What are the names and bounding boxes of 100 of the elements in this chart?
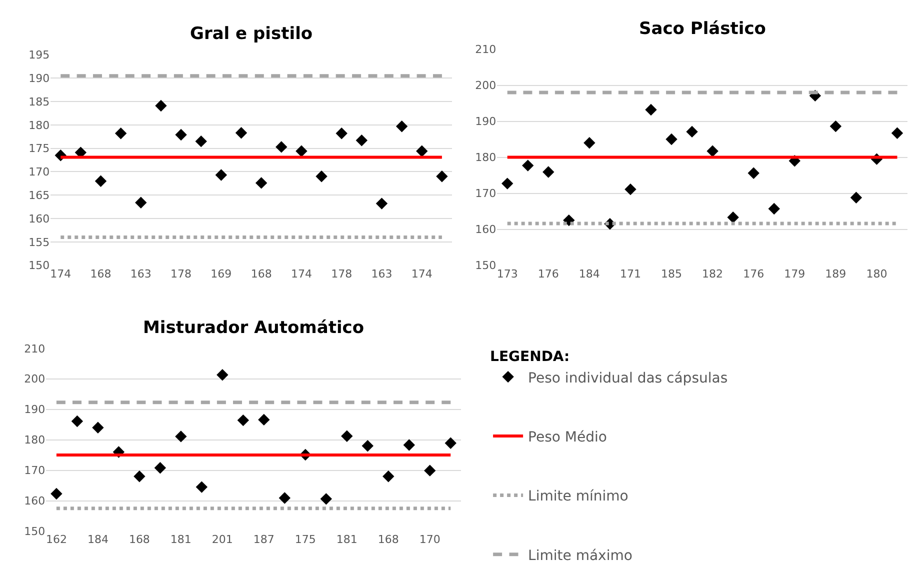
y-tick-label: 180 <box>475 151 496 164</box>
x-tick-label: 178 <box>331 267 352 280</box>
point <box>444 437 456 450</box>
point <box>71 415 84 428</box>
legend-label: Peso Médio <box>528 429 607 446</box>
point <box>748 167 760 179</box>
legend-title: LEGENDA: <box>490 349 570 366</box>
x-tick-label: 187 <box>253 533 274 546</box>
y-tick-label: 210 <box>475 43 496 56</box>
point <box>155 100 167 112</box>
point <box>563 214 575 226</box>
point <box>376 198 388 210</box>
x-tick-label: 173 <box>496 267 518 280</box>
y-tick-label: 185 <box>28 95 50 108</box>
point <box>175 128 187 141</box>
x-tick-label: 175 <box>294 533 316 546</box>
y-tick-label: 150 <box>28 259 50 272</box>
point <box>196 481 208 493</box>
x-tick-label: 163 <box>130 267 152 280</box>
point <box>216 369 228 381</box>
point <box>114 128 127 140</box>
legend-label: Limite mínimo <box>528 488 628 505</box>
point <box>258 414 270 426</box>
y-tick-label: 160 <box>475 223 496 236</box>
point <box>362 440 374 452</box>
point <box>396 120 408 132</box>
point <box>666 133 678 146</box>
y-tick-label: 150 <box>475 259 496 272</box>
point <box>316 170 328 182</box>
chart-title: Saco Plástico <box>639 19 766 39</box>
point <box>436 170 448 182</box>
point <box>276 141 288 153</box>
point <box>645 104 657 116</box>
point <box>255 177 268 189</box>
y-tick-label: 190 <box>24 403 46 416</box>
point <box>94 175 107 187</box>
y-tick-label: 165 <box>28 188 50 202</box>
point <box>92 422 104 434</box>
point <box>416 145 428 157</box>
x-tick-label: 184 <box>87 533 108 546</box>
point <box>850 192 862 204</box>
y-tick-label: 160 <box>24 494 46 508</box>
point <box>154 462 166 474</box>
x-tick-label: 178 <box>170 267 192 280</box>
y-tick-label: 180 <box>28 118 50 132</box>
x-tick-label: 176 <box>743 267 764 280</box>
x-tick-label: 185 <box>661 267 682 280</box>
point <box>341 430 353 442</box>
point <box>584 137 596 149</box>
x-tick-label: 179 <box>784 267 806 280</box>
point <box>215 169 228 181</box>
x-tick-label: 174 <box>50 267 72 280</box>
y-tick-label: 180 <box>24 434 46 447</box>
point <box>50 488 62 500</box>
y-tick-label: 200 <box>475 79 496 92</box>
chart-title: Misturador Automático <box>143 318 364 338</box>
y-tick-label: 150 <box>24 525 46 538</box>
y-tick-label: 190 <box>475 115 496 128</box>
y-tick-label: 170 <box>475 187 496 200</box>
y-tick-label: 170 <box>24 464 46 478</box>
y-tick-label: 190 <box>28 72 50 86</box>
x-tick-label: 176 <box>538 267 559 280</box>
y-tick-label: 210 <box>24 342 46 356</box>
y-tick-label: 160 <box>28 212 50 226</box>
x-tick-label: 170 <box>419 533 440 546</box>
point <box>382 470 394 482</box>
point <box>134 470 146 482</box>
x-tick-label: 171 <box>620 267 641 280</box>
x-tick-label: 201 <box>212 533 233 546</box>
x-tick-label: 180 <box>866 267 888 280</box>
x-tick-label: 169 <box>210 267 232 280</box>
point <box>336 128 348 140</box>
point <box>235 127 248 139</box>
x-tick-label: 168 <box>378 533 399 546</box>
point <box>624 183 636 196</box>
point <box>278 492 291 504</box>
point <box>175 430 187 442</box>
point <box>768 202 780 215</box>
point <box>830 120 842 132</box>
x-tick-label: 168 <box>90 267 112 280</box>
x-tick-label: 174 <box>411 267 432 280</box>
point <box>403 439 415 451</box>
point <box>706 145 718 157</box>
legend-label: Limite máximo <box>528 548 632 564</box>
point <box>296 145 308 157</box>
y-tick-label: 170 <box>28 166 50 179</box>
point <box>135 196 147 208</box>
x-tick-label: 163 <box>371 267 392 280</box>
y-tick-label: 175 <box>28 142 50 156</box>
x-tick-label: 168 <box>128 533 150 546</box>
point <box>686 126 698 138</box>
point <box>542 166 554 178</box>
x-tick-label: 184 <box>578 267 600 280</box>
point <box>522 160 534 172</box>
x-tick-label: 162 <box>46 533 67 546</box>
y-tick-label: 155 <box>28 236 50 249</box>
point <box>237 414 250 426</box>
x-tick-label: 168 <box>250 267 272 280</box>
point <box>195 135 207 148</box>
x-tick-label: 182 <box>702 267 724 280</box>
